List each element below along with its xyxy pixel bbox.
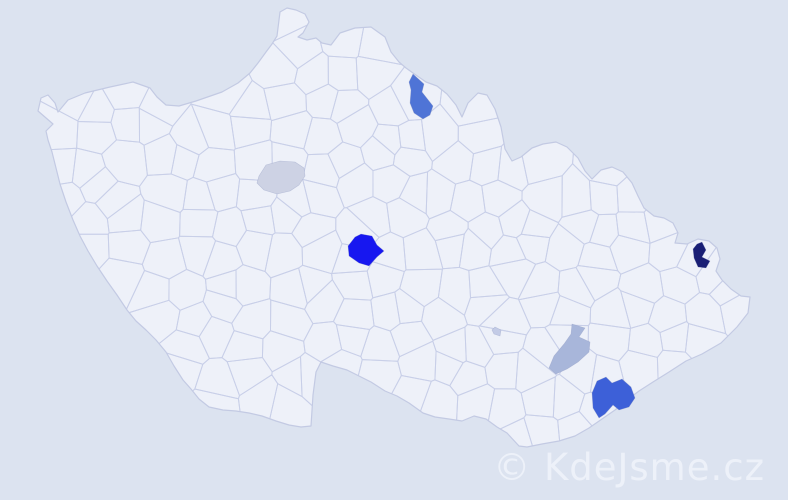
country-land bbox=[38, 8, 750, 447]
country-outline bbox=[37, 7, 751, 448]
highlight-district-center bbox=[347, 233, 385, 267]
highlight-district-southeast-lower bbox=[591, 376, 636, 419]
highlight-district-central-west bbox=[256, 160, 306, 195]
highlighted-districts bbox=[256, 73, 711, 419]
highlight-district-small-pale bbox=[491, 326, 502, 337]
highlight-district-east-edge bbox=[692, 241, 711, 269]
highlight-district-southeast-upper bbox=[548, 323, 591, 375]
highlight-district-north bbox=[408, 73, 434, 120]
